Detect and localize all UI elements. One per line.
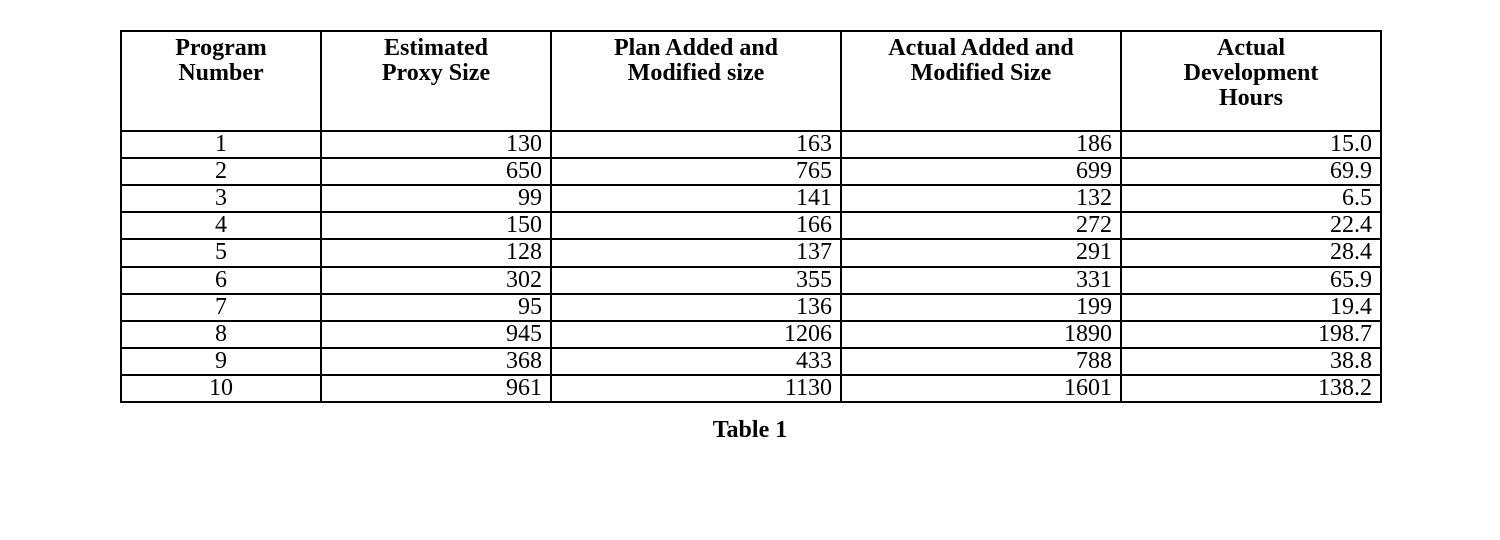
table-cell: 6 bbox=[121, 267, 321, 294]
table-cell: 8 bbox=[121, 321, 321, 348]
table-cell: 199 bbox=[841, 294, 1121, 321]
table-cell: 5 bbox=[121, 239, 321, 266]
table-cell: 38.8 bbox=[1121, 348, 1381, 375]
table-cell: 1601 bbox=[841, 375, 1121, 402]
table-cell: 141 bbox=[551, 185, 841, 212]
data-table: ProgramNumberEstimatedProxy SizePlan Add… bbox=[120, 30, 1382, 403]
column-header-0: ProgramNumber bbox=[121, 31, 321, 131]
table-cell: 1130 bbox=[551, 375, 841, 402]
table-head: ProgramNumberEstimatedProxy SizePlan Add… bbox=[121, 31, 1381, 131]
table-cell: 2 bbox=[121, 158, 321, 185]
table-cell: 130 bbox=[321, 131, 551, 158]
table-cell: 198.7 bbox=[1121, 321, 1381, 348]
column-header-4: ActualDevelopmentHours bbox=[1121, 31, 1381, 131]
table-cell: 433 bbox=[551, 348, 841, 375]
table-cell: 765 bbox=[551, 158, 841, 185]
table-row: 894512061890198.7 bbox=[121, 321, 1381, 348]
table-row: 1096111301601138.2 bbox=[121, 375, 1381, 402]
table-row: 3991411326.5 bbox=[121, 185, 1381, 212]
table-cell: 331 bbox=[841, 267, 1121, 294]
table-row: 265076569969.9 bbox=[121, 158, 1381, 185]
table-cell: 132 bbox=[841, 185, 1121, 212]
table-caption: Table 1 bbox=[120, 417, 1380, 444]
table-cell: 186 bbox=[841, 131, 1121, 158]
table-cell: 4 bbox=[121, 212, 321, 239]
table-cell: 961 bbox=[321, 375, 551, 402]
table-cell: 7 bbox=[121, 294, 321, 321]
table-cell: 291 bbox=[841, 239, 1121, 266]
table-cell: 650 bbox=[321, 158, 551, 185]
table-row: 79513619919.4 bbox=[121, 294, 1381, 321]
table-cell: 65.9 bbox=[1121, 267, 1381, 294]
table-cell: 9 bbox=[121, 348, 321, 375]
column-header-3: Actual Added andModified Size bbox=[841, 31, 1121, 131]
table-cell: 99 bbox=[321, 185, 551, 212]
table-row: 512813729128.4 bbox=[121, 239, 1381, 266]
table-row: 415016627222.4 bbox=[121, 212, 1381, 239]
column-header-1: EstimatedProxy Size bbox=[321, 31, 551, 131]
table-row: 113016318615.0 bbox=[121, 131, 1381, 158]
table-cell: 150 bbox=[321, 212, 551, 239]
table-cell: 272 bbox=[841, 212, 1121, 239]
table-cell: 355 bbox=[551, 267, 841, 294]
table-cell: 10 bbox=[121, 375, 321, 402]
table-row: 630235533165.9 bbox=[121, 267, 1381, 294]
table-cell: 138.2 bbox=[1121, 375, 1381, 402]
table-cell: 1206 bbox=[551, 321, 841, 348]
table-cell: 22.4 bbox=[1121, 212, 1381, 239]
table-cell: 1 bbox=[121, 131, 321, 158]
table-cell: 15.0 bbox=[1121, 131, 1381, 158]
table-cell: 95 bbox=[321, 294, 551, 321]
table-cell: 945 bbox=[321, 321, 551, 348]
table-cell: 19.4 bbox=[1121, 294, 1381, 321]
table-cell: 28.4 bbox=[1121, 239, 1381, 266]
table-cell: 69.9 bbox=[1121, 158, 1381, 185]
table-cell: 368 bbox=[321, 348, 551, 375]
table-cell: 302 bbox=[321, 267, 551, 294]
table-cell: 3 bbox=[121, 185, 321, 212]
table-cell: 136 bbox=[551, 294, 841, 321]
table-cell: 788 bbox=[841, 348, 1121, 375]
table-cell: 137 bbox=[551, 239, 841, 266]
table-cell: 163 bbox=[551, 131, 841, 158]
table-row: 936843378838.8 bbox=[121, 348, 1381, 375]
header-row: ProgramNumberEstimatedProxy SizePlan Add… bbox=[121, 31, 1381, 131]
table-cell: 128 bbox=[321, 239, 551, 266]
table-cell: 6.5 bbox=[1121, 185, 1381, 212]
table-cell: 166 bbox=[551, 212, 841, 239]
table-cell: 699 bbox=[841, 158, 1121, 185]
table-cell: 1890 bbox=[841, 321, 1121, 348]
table-container: ProgramNumberEstimatedProxy SizePlan Add… bbox=[120, 30, 1380, 444]
column-header-2: Plan Added andModified size bbox=[551, 31, 841, 131]
table-body: 113016318615.0265076569969.93991411326.5… bbox=[121, 131, 1381, 403]
